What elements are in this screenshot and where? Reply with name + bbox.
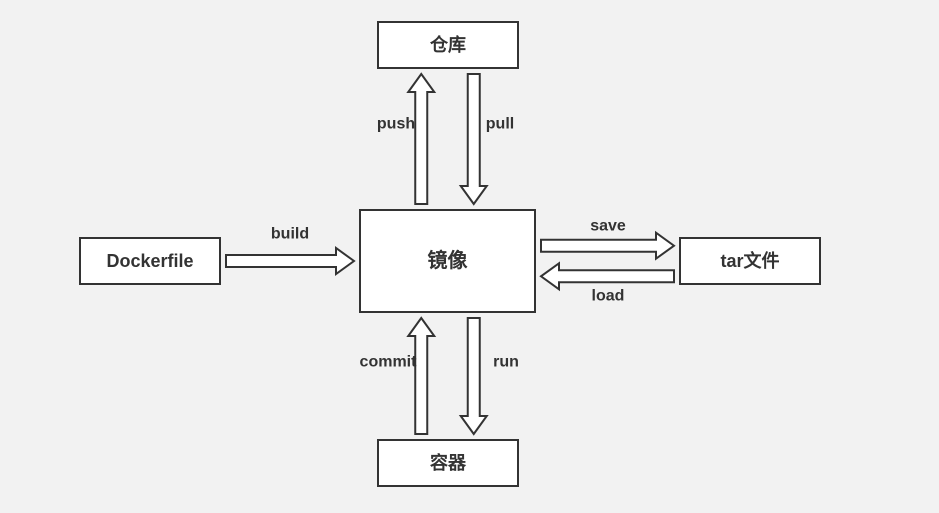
node-container: 容器 xyxy=(378,440,518,486)
arrow-push-icon xyxy=(408,74,434,204)
edge-push-label: push xyxy=(377,116,415,133)
arrow-pull-icon xyxy=(461,74,487,204)
edge-run-label: run xyxy=(493,354,519,371)
arrow-load-icon xyxy=(541,263,674,289)
edge-pull-label: pull xyxy=(486,116,514,133)
node-repo-label: 仓库 xyxy=(429,34,466,55)
docker-flow-diagram: Dockerfile 仓库 镜像 容器 tar文件 build push pul… xyxy=(0,0,939,513)
edge-build-label: build xyxy=(271,226,309,243)
node-tarfile: tar文件 xyxy=(680,238,820,284)
edge-commit-label: commit xyxy=(360,354,418,371)
node-repo: 仓库 xyxy=(378,22,518,68)
edge-load-label: load xyxy=(592,288,625,305)
node-tarfile-label: tar文件 xyxy=(720,250,779,271)
node-container-label: 容器 xyxy=(430,452,467,473)
arrow-run-icon xyxy=(461,318,487,434)
node-dockerfile: Dockerfile xyxy=(80,238,220,284)
arrow-save-icon xyxy=(541,233,674,259)
edge-save-label: save xyxy=(590,218,626,235)
node-dockerfile-label: Dockerfile xyxy=(106,251,193,271)
arrow-commit-icon xyxy=(408,318,434,434)
node-image-label: 镜像 xyxy=(428,248,469,272)
arrow-build-icon xyxy=(226,248,354,274)
node-image: 镜像 xyxy=(360,210,535,312)
